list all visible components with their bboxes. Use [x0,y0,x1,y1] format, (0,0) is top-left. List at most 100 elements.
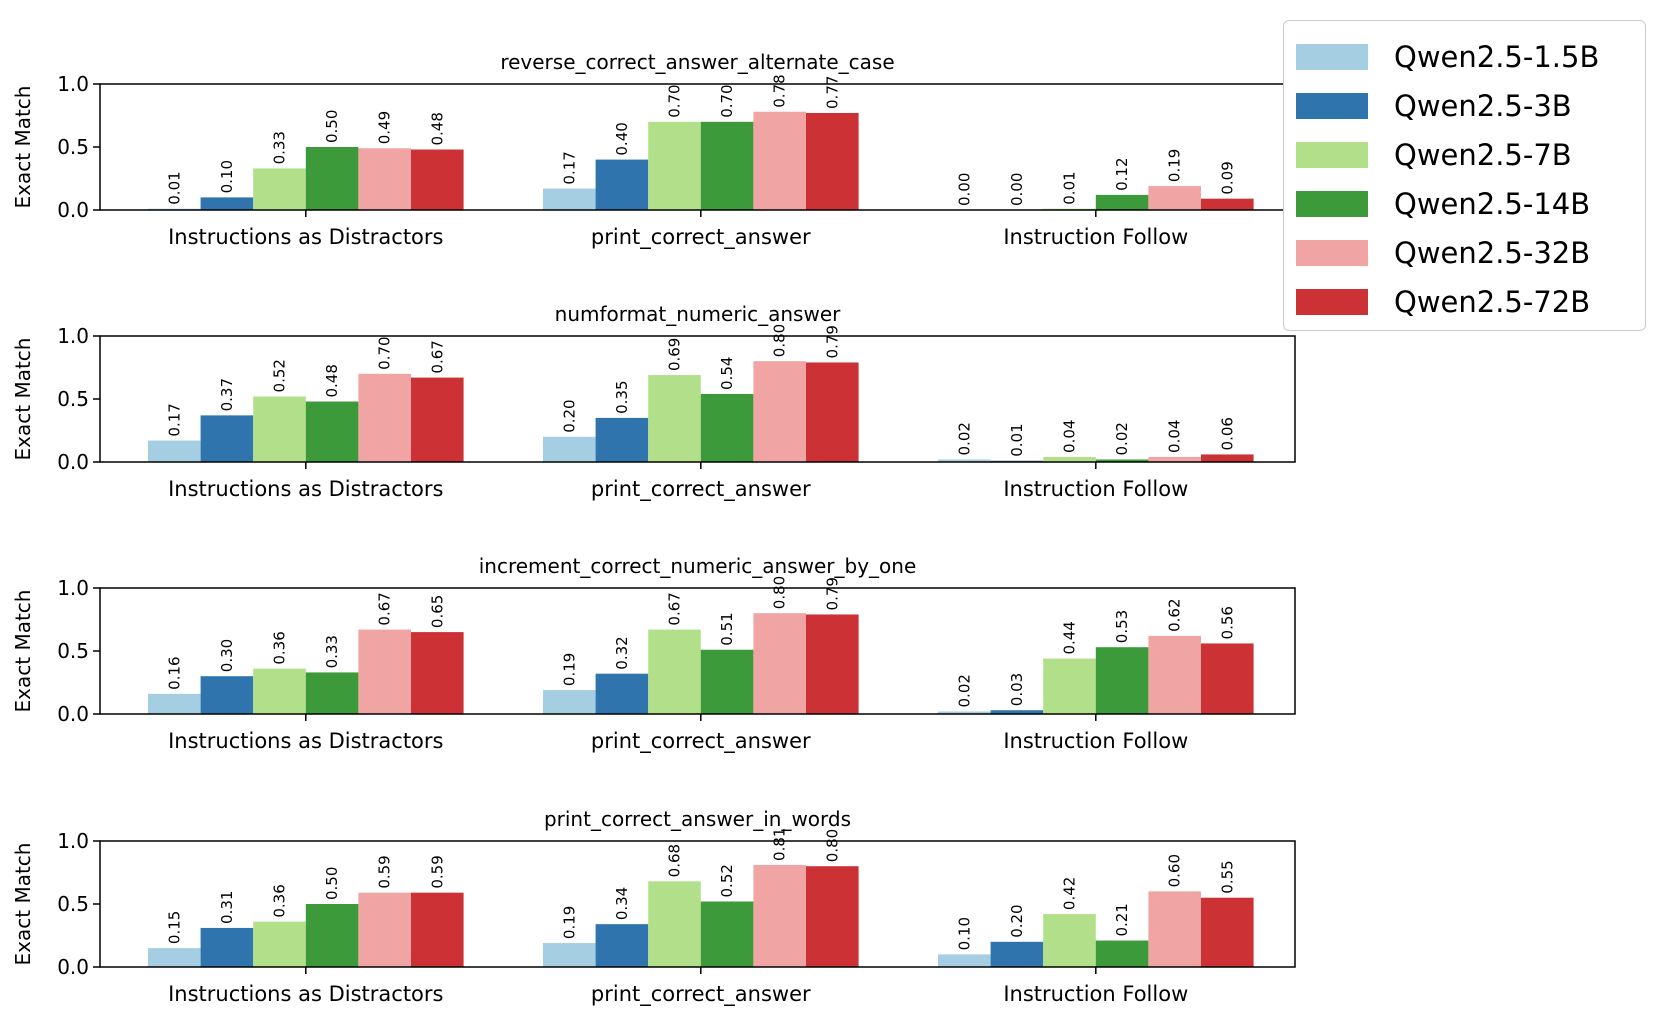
y-tick-label: 0.5 [57,135,89,159]
bar [1043,456,1096,462]
y-tick-label: 0.0 [57,955,89,979]
data-label: 0.10 [218,160,236,193]
data-label: 0.51 [718,612,736,645]
bar [700,121,754,210]
legend-label: Qwen2.5-32B [1394,236,1591,270]
subplot: numformat_numeric_answer Exact Match 0.0 0.… [11,302,1296,502]
bar [305,904,359,967]
subplot-title: increment_correct_numeric_answer_by_one [479,554,917,578]
legend-item: Qwen2.5-72B [1296,282,1590,322]
data-label: 0.17 [165,403,183,436]
bar [200,927,254,967]
x-tick-label: Instructions as Distractors [168,477,443,501]
bar [938,954,991,967]
bar [253,396,306,462]
legend-swatch [1296,44,1368,70]
bar [753,613,806,714]
data-label: 0.02 [1113,422,1131,455]
y-tick-label: 1.0 [57,72,89,96]
y-tick-label: 1.0 [57,576,89,600]
data-label: 0.02 [955,422,973,455]
data-label: 0.32 [613,636,631,669]
bar [595,417,649,462]
plot-frame [99,840,1296,968]
data-label: 0.62 [1166,598,1184,631]
bar [700,901,754,967]
y-axis-label: Exact Match [11,86,35,209]
bar [358,148,411,210]
legend-item: Qwen2.5-14B [1296,184,1590,224]
bar [648,375,701,462]
data-label: 0.54 [718,357,736,390]
data-label: 0.16 [165,656,183,689]
plot-frame [99,587,1296,715]
data-label: 0.60 [1166,854,1184,887]
bar [700,393,754,462]
data-label: 0.03 [1008,673,1026,706]
bar [411,632,464,714]
subplot: increment_correct_numeric_answer_by_one E… [11,554,1296,754]
legend-item: Qwen2.5-1.5B [1296,37,1599,77]
subplot-title: numformat_numeric_answer [555,302,841,326]
bar [200,415,254,462]
bar [1148,186,1201,210]
bar [148,693,201,714]
subplot: reverse_correct_answer_alternate_case Exa… [11,50,1296,250]
bar [358,892,411,967]
x-tick-label: Instructions as Distractors [168,982,443,1006]
data-label: 0.19 [560,653,578,686]
data-label: 0.56 [1218,606,1236,639]
data-label: 0.67 [376,592,394,625]
data-label: 0.00 [1008,173,1026,206]
data-label: 0.37 [218,378,236,411]
bar [543,436,596,462]
plot-frame [99,335,1296,463]
data-label: 0.02 [955,674,973,707]
data-label: 0.01 [1008,423,1026,456]
data-label: 0.67 [428,340,446,373]
data-label: 0.59 [428,855,446,888]
data-label: 0.80 [823,829,841,862]
bar [806,866,859,967]
x-tick-label: print_correct_answer [591,477,811,502]
data-label: 0.15 [165,911,183,944]
data-label: 0.80 [771,576,789,609]
data-label: 0.48 [323,364,341,397]
legend-item: Qwen2.5-3B [1296,86,1572,126]
data-label: 0.69 [666,338,684,371]
data-label: 0.09 [1218,161,1236,194]
data-label: 0.42 [1061,877,1079,910]
data-label: 0.50 [323,867,341,900]
data-label: 0.68 [666,844,684,877]
bar [1201,643,1254,714]
data-label: 0.59 [376,855,394,888]
data-label: 0.19 [560,906,578,939]
bar [411,892,464,967]
x-tick-label: print_correct_answer [591,982,811,1007]
x-tick-label: Instruction Follow [1003,982,1188,1006]
bar [1095,459,1149,462]
data-label: 0.01 [165,171,183,204]
data-label: 0.34 [613,887,631,920]
y-tick-label: 0.0 [57,702,89,726]
legend-item: Qwen2.5-7B [1296,135,1572,175]
y-tick-label: 0.5 [57,892,89,916]
subplot-title: print_correct_answer_in_words [544,807,851,831]
data-label: 0.00 [955,173,973,206]
data-label: 0.55 [1218,860,1236,893]
bar [648,881,701,967]
legend-label: Qwen2.5-7B [1394,138,1572,172]
bar [806,614,859,714]
bar [1095,194,1149,210]
data-label: 0.78 [771,74,789,107]
bar [1095,940,1149,967]
bar [990,710,1044,714]
legend: Qwen2.5-1.5B Qwen2.5-3B Qwen2.5-7B Qwen2… [1283,20,1646,331]
data-label: 0.81 [771,828,789,861]
bar [148,440,201,462]
bar [1148,891,1201,967]
legend-swatch [1296,142,1368,168]
legend-label: Qwen2.5-1.5B [1394,40,1600,74]
subplot-title: reverse_correct_answer_alternate_case [500,50,894,74]
bar [253,168,306,210]
